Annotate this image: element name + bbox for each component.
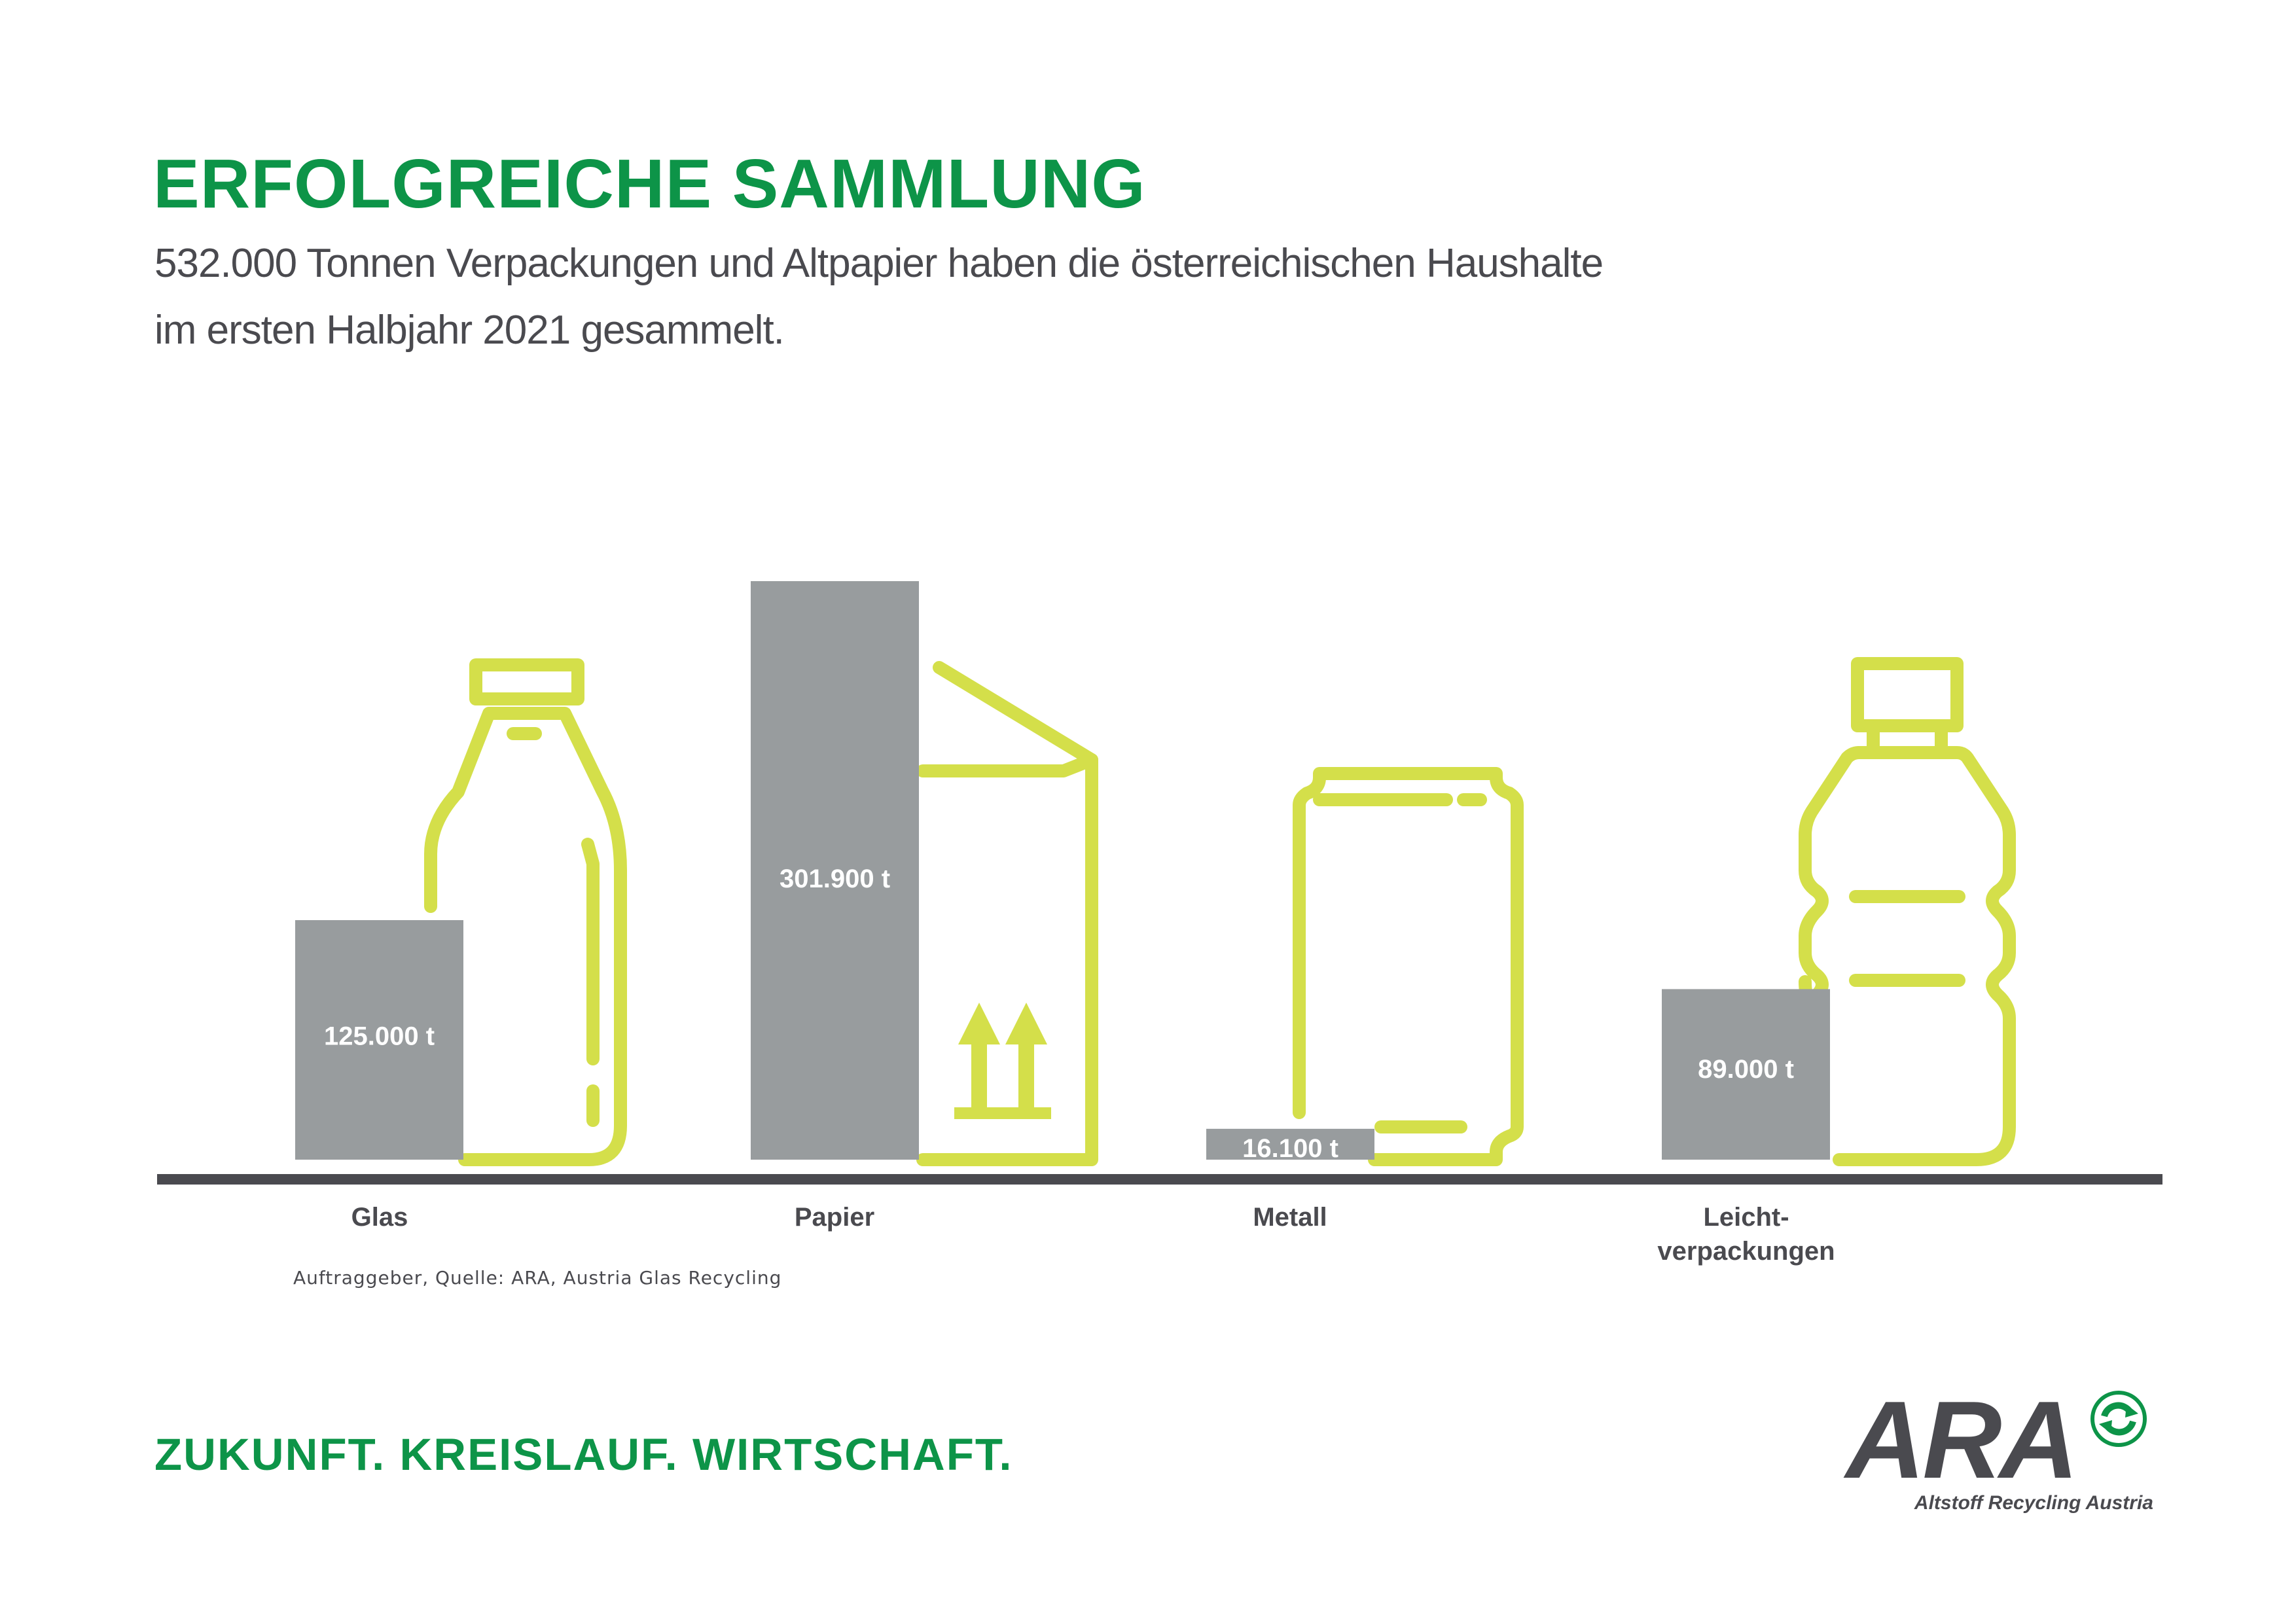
plastic-bottle-icon — [1799, 657, 2016, 1166]
bar-value-label-4: 89.000 t — [1698, 1055, 1794, 1084]
category-label-2: Papier — [795, 1203, 874, 1232]
bar-value-label-1: 125.000 t — [324, 1022, 435, 1050]
ara-logo: ARA Altstoff Recycling Austria — [1843, 1381, 2153, 1514]
paper-box-icon — [916, 661, 1098, 1166]
bar-4 — [1662, 989, 1830, 1160]
category-label-4: Leicht-verpackungen — [1657, 1203, 1835, 1266]
bar-value-labels: 125.000 t 301.900 t 16.100 t 89.000 t — [324, 865, 1794, 1163]
page-title: ERFOLGREICHE SAMMLUNG — [153, 145, 1146, 223]
footer-tagline: ZUKUNFT. KREISLAUF. WIRTSCHAFT. — [154, 1429, 1013, 1480]
logo-subtext: Altstoff Recycling Austria — [1914, 1492, 2153, 1514]
bar-1 — [295, 919, 463, 1160]
glass-bottle-icon — [424, 658, 627, 1166]
source-note: Auftraggeber, Quelle: ARA, Austria Glas … — [293, 1267, 781, 1289]
subtitle-line-2: im ersten Halbjahr 2021 gesammelt. — [154, 308, 785, 353]
page-subtitle: 532.000 Tonnen Verpackungen und Altpapie… — [154, 230, 1856, 364]
logo-text: ARA — [1843, 1381, 2076, 1501]
bar-series — [295, 581, 1830, 1160]
metal-can-icon — [1293, 767, 1524, 1166]
category-label-3: Metall — [1253, 1203, 1327, 1232]
this-side-up-arrows-icon — [954, 1003, 1051, 1119]
bar-value-label-2: 301.900 t — [780, 865, 890, 893]
bar-2 — [751, 581, 919, 1160]
category-label-1: Glas — [351, 1203, 408, 1232]
bar-3 — [1206, 1128, 1374, 1160]
chart-baseline — [157, 1174, 2162, 1185]
green-dot-icon — [2090, 1391, 2147, 1447]
category-labels: Glas Papier Metall Leicht-verpackungen — [351, 1203, 1835, 1266]
bar-value-label-3: 16.100 t — [1242, 1134, 1338, 1163]
subtitle-line-1: 532.000 Tonnen Verpackungen und Altpapie… — [154, 241, 1604, 286]
